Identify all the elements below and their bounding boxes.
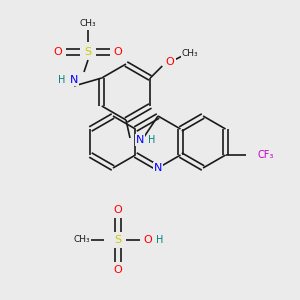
Text: O: O (144, 235, 152, 245)
Text: O: O (114, 265, 122, 275)
Text: CH₃: CH₃ (74, 236, 90, 244)
Text: H: H (58, 75, 66, 85)
Text: CF₃: CF₃ (257, 150, 274, 160)
Text: N: N (136, 135, 144, 145)
Text: O: O (54, 47, 62, 57)
Text: CH₃: CH₃ (80, 20, 96, 28)
Text: O: O (166, 57, 175, 67)
Text: H: H (156, 235, 164, 245)
Text: O: O (114, 205, 122, 215)
Text: S: S (114, 235, 122, 245)
Text: N: N (154, 163, 162, 173)
Text: H: H (148, 135, 156, 145)
Text: S: S (84, 47, 92, 57)
Text: CH₃: CH₃ (182, 50, 199, 58)
Text: N: N (70, 75, 78, 85)
Text: O: O (114, 47, 122, 57)
